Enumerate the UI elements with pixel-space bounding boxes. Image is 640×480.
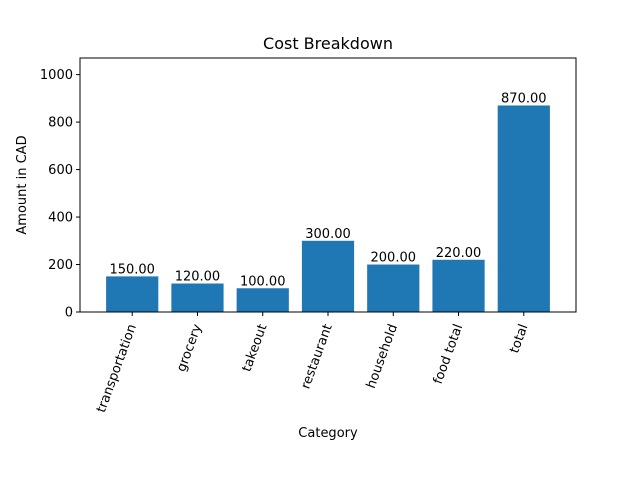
y-tick-label: 600 xyxy=(48,163,73,178)
data-label-grocery: 120.00 xyxy=(175,270,221,285)
data-label-food-total: 220.00 xyxy=(436,246,482,261)
data-labels-group: 150.00 120.00 100.00 300.00 200.00 220.00 870.… xyxy=(109,91,546,289)
y-tick-label: 400 xyxy=(48,211,73,226)
x-tick-label-total: total xyxy=(507,322,531,355)
data-label-takeout: 100.00 xyxy=(240,274,286,289)
y-tick-label: 800 xyxy=(48,116,73,131)
x-axis-label: Category xyxy=(298,426,358,441)
bar-takeout xyxy=(236,288,289,312)
data-label-transportation: 150.00 xyxy=(109,262,155,277)
bar-transportation xyxy=(106,276,159,312)
bar-food-total xyxy=(432,259,485,312)
x-tick-label-transportation: transportation xyxy=(94,322,140,414)
x-tick-label-takeout: takeout xyxy=(239,322,270,374)
plot-frame xyxy=(79,57,577,313)
bars-group xyxy=(106,105,550,312)
data-label-restaurant: 300.00 xyxy=(305,227,351,242)
x-tick-label-food-total: food total xyxy=(431,322,467,386)
chart-title: Cost Breakdown xyxy=(263,34,393,53)
bar-household xyxy=(367,264,420,312)
y-tick-label: 200 xyxy=(48,258,73,273)
bar-total xyxy=(497,105,550,312)
data-label-total: 870.00 xyxy=(501,91,547,106)
y-axis: 0 200 400 600 800 1000 xyxy=(40,68,80,321)
bar-grocery xyxy=(171,283,224,312)
y-axis-label: Amount in CAD xyxy=(15,135,30,234)
x-tick-label-household: household xyxy=(364,322,401,390)
x-tick-label-grocery: grocery xyxy=(174,322,205,374)
y-tick-label: 1000 xyxy=(40,68,73,83)
x-axis: transportation grocery takeout restaurant ho… xyxy=(94,312,532,415)
data-label-household: 200.00 xyxy=(371,251,417,266)
x-tick-label-restaurant: restaurant xyxy=(298,322,335,391)
bar-restaurant xyxy=(301,240,355,312)
y-tick-label: 0 xyxy=(65,306,73,321)
